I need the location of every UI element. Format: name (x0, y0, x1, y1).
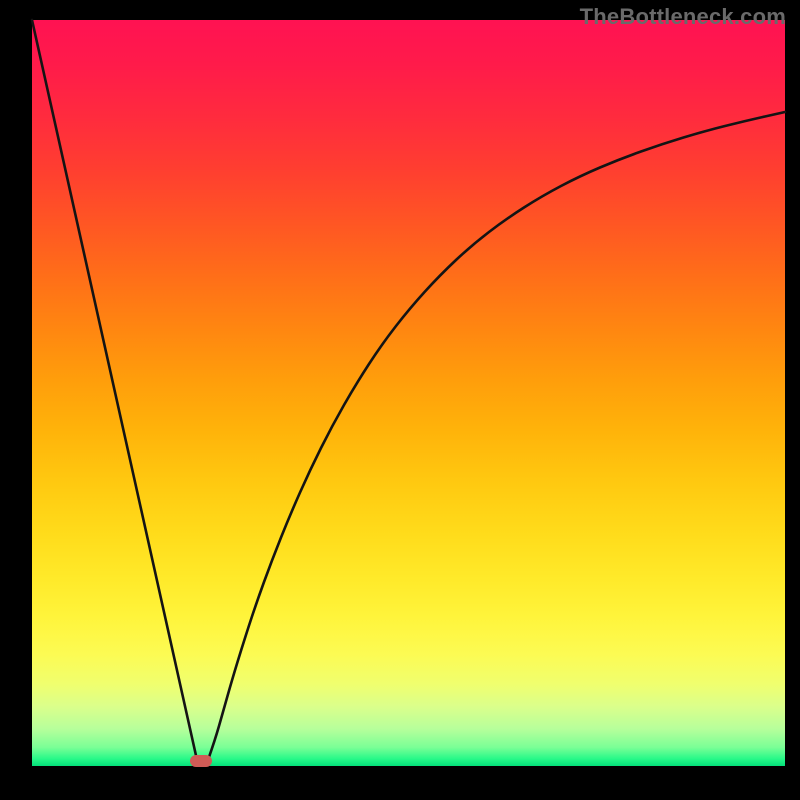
chart-root: TheBottleneck.com (0, 0, 800, 800)
plot-background (32, 20, 785, 766)
chart-svg (0, 0, 800, 800)
minimum-marker (190, 755, 212, 767)
attribution-label: TheBottleneck.com (580, 4, 786, 30)
